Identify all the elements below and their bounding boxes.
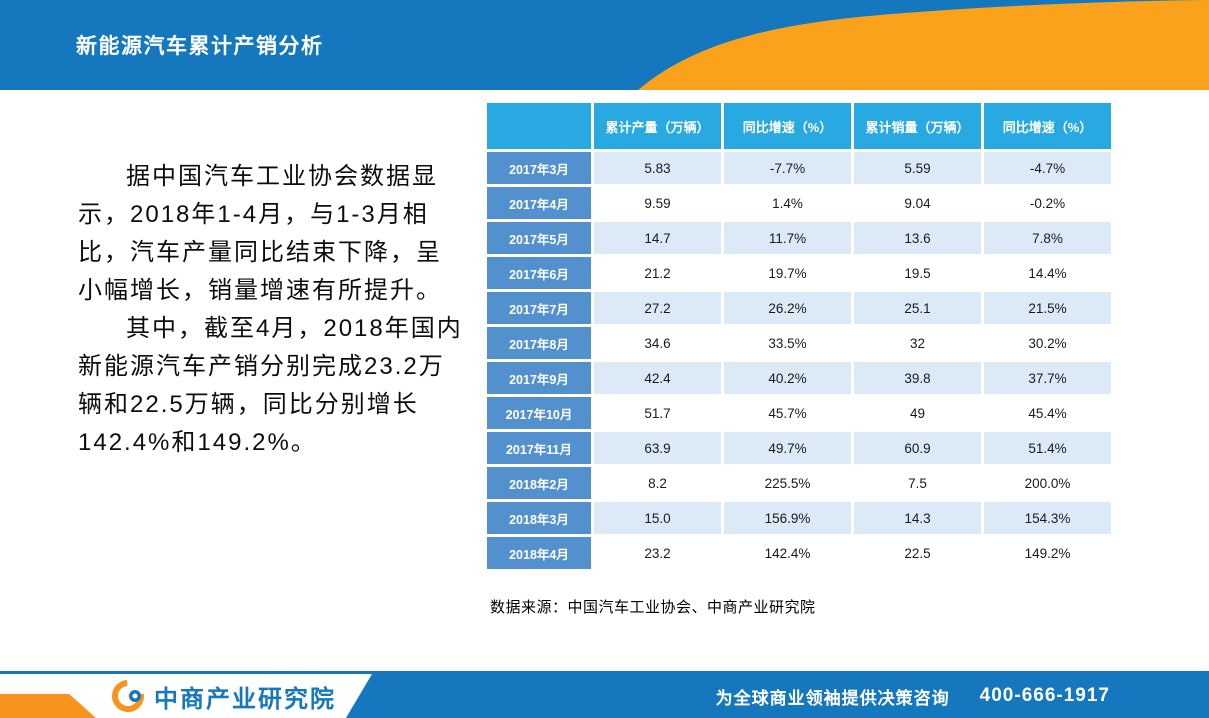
table-cell: 156.9% [724,502,851,534]
table-cell: -7.7% [724,152,851,184]
table-cell: 30.2% [984,327,1111,359]
table-row: 2017年7月 27.2 26.2% 25.1 21.5% [487,292,1111,324]
table-cell: 142.4% [724,537,851,569]
column-header: 同比增速（%） [984,103,1111,149]
table-cell: 19.7% [724,257,851,289]
table-cell: 49.7% [724,432,851,464]
table-cell: 149.2% [984,537,1111,569]
table-cell: 14.7 [594,222,721,254]
table-cell: 19.5 [854,257,981,289]
intro-text-block: 据中国汽车工业协会数据显示，2018年1-4月，与1-3月相比，汽车产量同比结束… [78,158,463,462]
table-cell: 34.6 [594,327,721,359]
row-label: 2017年4月 [487,187,591,219]
table-cell: 11.7% [724,222,851,254]
table-cell: 200.0% [984,467,1111,499]
footer-phone: 400-666-1917 [979,685,1110,706]
table-row: 2017年5月 14.7 11.7% 13.6 7.8% [487,222,1111,254]
header-background [0,0,1209,90]
table-corner-cell [487,103,591,149]
row-label: 2017年10月 [487,397,591,429]
row-label: 2017年8月 [487,327,591,359]
table-row: 2018年2月 8.2 225.5% 7.5 200.0% [487,467,1111,499]
intro-paragraph-1: 据中国汽车工业协会数据显示，2018年1-4月，与1-3月相比，汽车产量同比结束… [78,163,442,304]
row-label: 2017年6月 [487,257,591,289]
table-cell: 42.4 [594,362,721,394]
table-cell: 13.6 [854,222,981,254]
table-cell: 63.9 [594,432,721,464]
row-label: 2017年3月 [487,152,591,184]
table-cell: 7.5 [854,467,981,499]
table-cell: 40.2% [724,362,851,394]
table-cell: 9.04 [854,187,981,219]
column-header: 累计销量（万辆） [854,103,981,149]
table-row: 2017年4月 9.59 1.4% 9.04 -0.2% [487,187,1111,219]
logo-text: 中商产业研究院 [154,685,336,713]
footer-contact: 为全球商业领袖提供决策咨询 400-666-1917 [716,674,1110,718]
table-cell: 14.3 [854,502,981,534]
table-cell: 60.9 [854,432,981,464]
table-cell: 39.8 [854,362,981,394]
table-cell: 5.59 [854,152,981,184]
table-row: 2017年8月 34.6 33.5% 32 30.2% [487,327,1111,359]
header-band: 新能源汽车累计产销分析 [0,0,1209,90]
column-header: 同比增速（%） [724,103,851,149]
table-row: 2017年9月 42.4 40.2% 39.8 37.7% [487,362,1111,394]
source-note: 数据来源：中国汽车工业协会、中商产业研究院 [490,599,816,616]
table-cell: -0.2% [984,187,1111,219]
table-cell: 8.2 [594,467,721,499]
table-cell: -4.7% [984,152,1111,184]
logo-icon [112,680,144,712]
table-row: 2017年6月 21.2 19.7% 19.5 14.4% [487,257,1111,289]
table-cell: 26.2% [724,292,851,324]
table-row: 2017年11月 63.9 49.7% 60.9 51.4% [487,432,1111,464]
table-cell: 23.2 [594,537,721,569]
table-cell: 225.5% [724,467,851,499]
data-table-container: 累计产量（万辆） 同比增速（%） 累计销量（万辆） 同比增速（%） 2017年3月 5.… [484,100,1114,572]
table-row: 2018年4月 23.2 142.4% 22.5 149.2% [487,537,1111,569]
row-label: 2017年7月 [487,292,591,324]
table-cell: 21.5% [984,292,1111,324]
table-cell: 21.2 [594,257,721,289]
table-cell: 37.7% [984,362,1111,394]
table-body: 2017年3月 5.83 -7.7% 5.59 -4.7% 2017年4月 9.59 1.4%… [487,152,1111,569]
table-cell: 45.4% [984,397,1111,429]
row-label: 2017年5月 [487,222,591,254]
table-cell: 14.4% [984,257,1111,289]
table-cell: 15.0 [594,502,721,534]
production-sales-table: 累计产量（万辆） 同比增速（%） 累计销量（万辆） 同比增速（%） 2017年3月 5.… [484,100,1114,572]
table-cell: 33.5% [724,327,851,359]
table-cell: 154.3% [984,502,1111,534]
row-label: 2018年3月 [487,502,591,534]
table-cell: 9.59 [594,187,721,219]
footer-slogan: 为全球商业领袖提供决策咨询 [715,688,950,708]
table-cell: 45.7% [724,397,851,429]
table-cell: 7.8% [984,222,1111,254]
table-cell: 27.2 [594,292,721,324]
table-cell: 22.5 [854,537,981,569]
table-cell: 51.7 [594,397,721,429]
page-title: 新能源汽车累计产销分析 [76,35,324,58]
row-label: 2018年2月 [487,467,591,499]
table-head: 累计产量（万辆） 同比增速（%） 累计销量（万辆） 同比增速（%） [487,103,1111,149]
table-head-row: 累计产量（万辆） 同比增速（%） 累计销量（万辆） 同比增速（%） [487,103,1111,149]
table-cell: 1.4% [724,187,851,219]
footer-divider-line [0,671,1209,674]
orange-ribbon [638,0,1209,90]
company-logo: 中商产业研究院 [110,674,336,718]
table-row: 2017年3月 5.83 -7.7% 5.59 -4.7% [487,152,1111,184]
table-row: 2018年3月 15.0 156.9% 14.3 154.3% [487,502,1111,534]
row-label: 2017年11月 [487,432,591,464]
table-cell: 49 [854,397,981,429]
intro-paragraph-2: 其中，截至4月，2018年国内新能源汽车产销分别完成23.2万辆和22.5万辆，… [78,315,463,456]
table-cell: 25.1 [854,292,981,324]
table-cell: 51.4% [984,432,1111,464]
row-label: 2017年9月 [487,362,591,394]
table-cell: 5.83 [594,152,721,184]
table-row: 2017年10月 51.7 45.7% 49 45.4% [487,397,1111,429]
table-cell: 32 [854,327,981,359]
column-header: 累计产量（万辆） [594,103,721,149]
row-label: 2018年4月 [487,537,591,569]
